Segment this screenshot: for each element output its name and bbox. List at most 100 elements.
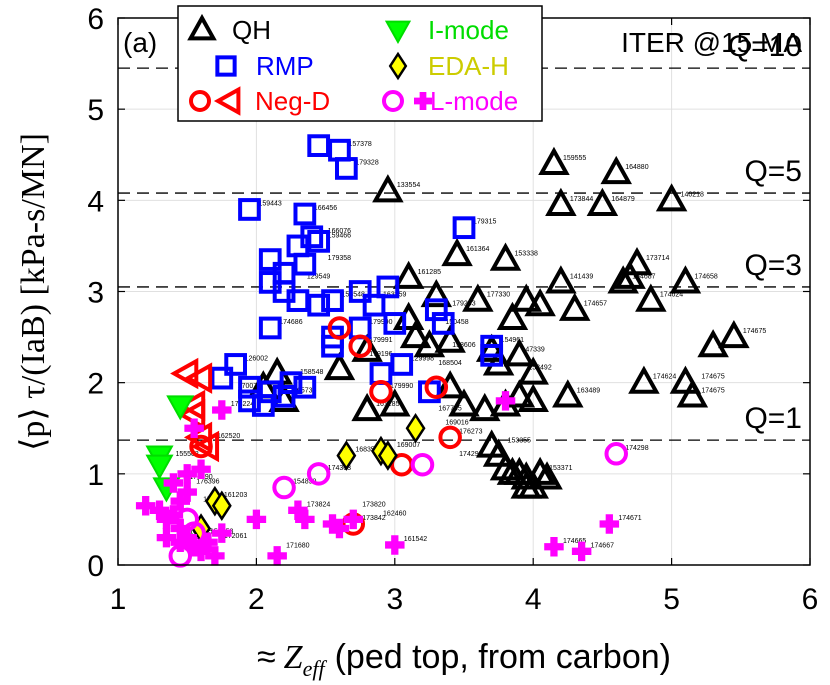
point-label: 174624	[653, 374, 676, 381]
legend-label: EDA-H	[428, 51, 509, 81]
point-label: 179990	[369, 319, 392, 326]
y-axis-label: ⟨p⟩ τ/(IaB) [kPa-s/MN]	[15, 133, 52, 451]
data-point	[431, 312, 455, 335]
data-point	[614, 260, 646, 289]
q-reference-label: Q=3	[744, 249, 802, 282]
data-point	[448, 388, 480, 417]
point-label: 159555	[563, 155, 586, 162]
data-point	[600, 155, 632, 185]
data-point	[552, 379, 584, 408]
data-point	[286, 289, 310, 312]
data-point	[377, 440, 398, 471]
legend-entry: L-mode	[382, 86, 518, 116]
data-point	[538, 146, 570, 175]
point-label: 173820	[362, 501, 385, 508]
data-point	[348, 334, 372, 358]
y-tick-label: 6	[87, 3, 104, 36]
point-label: 126002	[245, 355, 268, 362]
point-label: 169007	[397, 442, 420, 449]
point-label: 174657	[584, 301, 607, 308]
point-label: 170078	[238, 383, 261, 390]
data-point	[258, 248, 282, 271]
data-point	[184, 418, 204, 438]
data-point	[503, 379, 536, 408]
data-point	[210, 366, 234, 390]
data-point	[383, 312, 407, 335]
data-point	[177, 527, 197, 548]
data-point	[238, 389, 261, 413]
point-label: 129998	[411, 355, 434, 362]
data-point	[545, 187, 577, 216]
data-point	[351, 392, 383, 422]
data-point	[462, 283, 494, 312]
y-tick-label: 1	[87, 459, 104, 492]
data-point	[385, 535, 405, 555]
point-label: 176396	[196, 479, 219, 486]
point-label: 164880	[625, 164, 648, 171]
iter-annotation: ITER @15 MA	[621, 27, 802, 58]
data-point	[307, 293, 331, 317]
data-point	[607, 265, 639, 294]
data-point	[251, 394, 275, 417]
y-tick-label: 2	[87, 368, 104, 401]
point-label: 161203	[224, 492, 247, 499]
data-point	[635, 283, 667, 312]
point-label: 174624	[660, 292, 683, 299]
data-point	[544, 537, 564, 557]
point-label: 164879	[611, 196, 634, 203]
legend-marker	[187, 13, 217, 41]
data-point	[323, 351, 356, 381]
y-tick-label: 5	[87, 94, 104, 127]
data-point	[156, 527, 177, 548]
point-label: 179358	[328, 255, 351, 262]
series-rmp-square	[210, 134, 504, 417]
data-point	[517, 356, 549, 385]
data-point	[293, 375, 317, 399]
legend-marker	[382, 90, 404, 112]
data-point	[586, 187, 619, 216]
point-label: 166456	[314, 205, 337, 212]
data-point	[329, 518, 350, 539]
point-label: 153492	[528, 365, 551, 372]
data-point	[669, 265, 702, 294]
point-label: 179315	[473, 219, 496, 226]
point-label: 174299	[459, 451, 482, 458]
data-point	[307, 134, 331, 157]
data-point	[238, 198, 261, 221]
legend-label: I-mode	[428, 15, 509, 45]
data-point	[441, 237, 473, 267]
point-label: 161364	[466, 246, 489, 253]
point-label: 162520	[217, 433, 240, 440]
point-label: 174686	[279, 319, 302, 326]
point-label: 150458	[445, 319, 468, 326]
data-point	[524, 288, 556, 317]
data-point	[293, 252, 317, 276]
q-reference-label: Q=1	[744, 402, 802, 435]
point-label: 129549	[307, 273, 330, 280]
point-label: 179991	[369, 337, 392, 344]
data-point	[279, 371, 303, 395]
data-point	[191, 541, 211, 562]
point-label: 156548	[342, 292, 365, 299]
data-point	[246, 509, 267, 530]
point-label: 154961	[501, 337, 524, 344]
point-label: 164687	[632, 273, 655, 280]
point-label: 174224	[231, 401, 254, 408]
point-label: 141439	[570, 273, 593, 280]
data-point	[482, 347, 515, 376]
point-label: 174658	[694, 273, 717, 280]
data-point	[655, 183, 688, 212]
x-tick-label: 6	[802, 583, 819, 616]
panel-label: (a)	[123, 27, 157, 58]
point-label: 174675	[701, 374, 724, 381]
point-label: 174675	[743, 328, 766, 335]
data-point	[295, 509, 315, 530]
x-axis-label-sub: eff	[303, 656, 328, 681]
data-point	[376, 275, 400, 299]
point-label: 173844	[570, 196, 593, 203]
data-point	[545, 265, 577, 294]
point-label: 168504	[438, 360, 461, 367]
data-point	[306, 462, 331, 486]
data-point	[410, 452, 435, 477]
data-point	[438, 425, 462, 450]
